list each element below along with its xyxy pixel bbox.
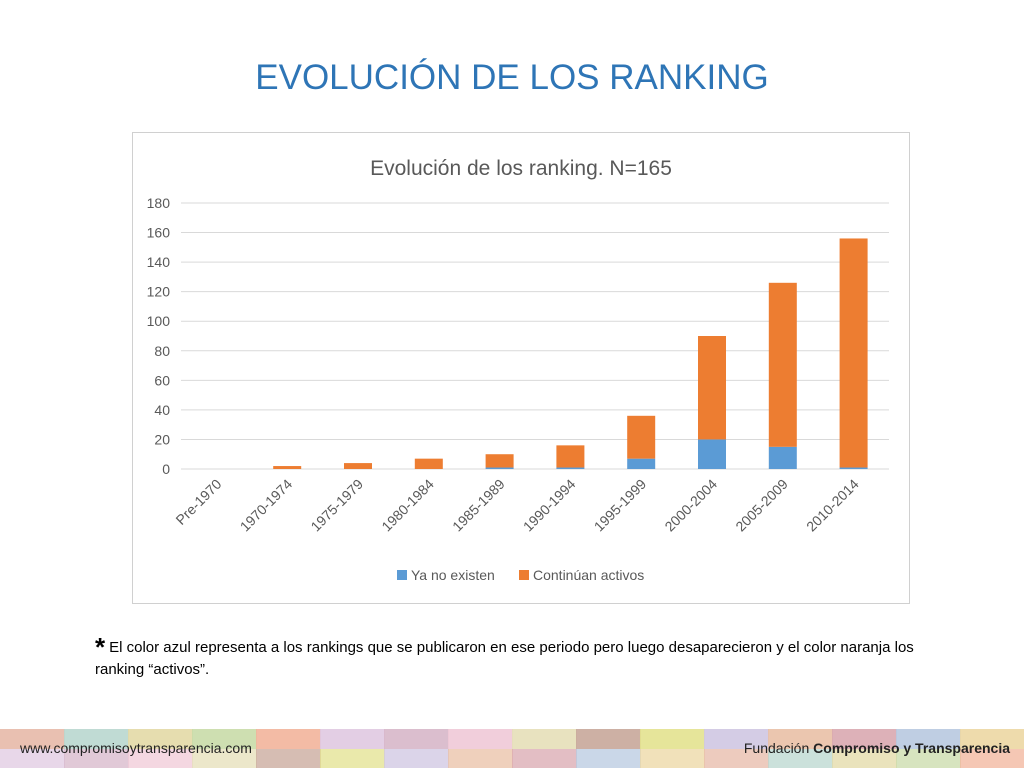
bar-continuan-activos xyxy=(485,454,514,468)
x-tick-label: Pre-1970 xyxy=(172,476,224,528)
footer-color-tile xyxy=(832,729,897,749)
footer-url: www.compromisoytransparencia.com xyxy=(20,740,252,756)
bar-ya-no-existen xyxy=(698,439,726,469)
bar-ya-no-existen xyxy=(556,467,585,469)
footer-color-tile xyxy=(768,729,833,749)
footer-color-tile xyxy=(640,729,705,749)
bar-ya-no-existen xyxy=(768,446,797,469)
footer-color-tile xyxy=(384,749,449,768)
bar-continuan-activos xyxy=(839,238,868,468)
y-tick-label: 40 xyxy=(154,402,170,418)
chart-title: Evolución de los ranking. N=165 xyxy=(370,157,672,180)
y-tick-label: 100 xyxy=(147,313,171,329)
x-tick-label: 1995-1999 xyxy=(591,476,650,535)
footer-color-tile xyxy=(640,749,705,768)
footer-organization: Fundación Compromiso y Transparencia xyxy=(744,740,1010,756)
footer-color-tile xyxy=(64,749,129,768)
x-tick-label: 2005-2009 xyxy=(732,476,791,535)
legend-swatch xyxy=(519,570,529,580)
y-tick-label: 0 xyxy=(162,461,170,477)
legend-label: Ya no existen xyxy=(411,567,495,583)
footer-color-tile xyxy=(192,729,257,749)
footer-color-strip xyxy=(0,729,1024,768)
footer-color-tile xyxy=(192,749,257,768)
chart-container: Evolución de los ranking. N=165 0 20 40 60 80… xyxy=(132,132,910,604)
footer-color-tile xyxy=(704,749,769,768)
footer-color-tile xyxy=(768,749,833,768)
x-tick-label: 1985-1989 xyxy=(449,476,508,535)
footer-color-tile xyxy=(512,729,577,749)
footer-color-tile xyxy=(704,729,769,749)
bar-continuan-activos xyxy=(414,458,443,469)
footer-color-tile xyxy=(384,729,449,749)
y-tick-label: 80 xyxy=(154,343,170,359)
footer-color-tile xyxy=(320,729,385,749)
bar-ya-no-existen xyxy=(627,458,656,469)
footer-color-tile xyxy=(832,749,897,768)
y-tick-label: 160 xyxy=(147,225,171,241)
legend-swatch xyxy=(397,570,407,580)
bar-continuan-activos xyxy=(556,445,585,468)
footnote-marker: * xyxy=(95,632,106,662)
x-tick-label: 1980-1984 xyxy=(378,476,437,535)
y-tick-label: 180 xyxy=(147,195,171,211)
x-tick-label: 1970-1974 xyxy=(237,476,296,535)
x-tick-label: 2000-2004 xyxy=(661,476,720,535)
footer-color-tile xyxy=(256,729,321,749)
footer-color-tile xyxy=(896,749,961,768)
x-tick-label: 1975-1979 xyxy=(307,476,366,535)
y-tick-label: 60 xyxy=(154,372,170,388)
footer-color-tile xyxy=(960,729,1024,749)
x-tick-label: 2010-2014 xyxy=(803,476,862,535)
footer-color-tile xyxy=(512,749,577,768)
bar-continuan-activos xyxy=(768,282,797,447)
footer-org-prefix: Fundación xyxy=(743,740,814,756)
footnote-text: El color azul representa a los rankings … xyxy=(95,639,914,678)
y-tick-label: 120 xyxy=(147,284,171,300)
bar-continuan-activos xyxy=(273,466,302,469)
x-tick-label: 1990-1994 xyxy=(520,476,579,535)
footer-color-tile xyxy=(896,729,961,749)
footnote: * El color azul representa a los rankings… xyxy=(95,634,955,681)
bar-continuan-activos xyxy=(698,336,726,440)
footer-color-tile xyxy=(0,749,65,768)
footer-color-tile xyxy=(256,749,321,768)
footer-color-tile xyxy=(128,749,193,768)
footer-color-tile xyxy=(128,729,193,749)
footer-color-tile xyxy=(0,729,65,749)
legend-label: Continúan activos xyxy=(533,567,644,583)
footer-color-tile xyxy=(576,749,641,768)
footer-color-tile xyxy=(576,729,641,749)
footer-color-tile xyxy=(960,749,1024,768)
y-tick-label: 140 xyxy=(147,254,171,270)
bar-ya-no-existen xyxy=(839,467,868,469)
y-tick-label: 20 xyxy=(154,431,170,447)
bar-continuan-activos xyxy=(627,415,656,459)
footer-org-name: Compromiso y Transparencia xyxy=(813,740,1010,756)
stacked-bar-chart: Evolución de los ranking. N=165 0 20 40 60 80… xyxy=(147,157,889,583)
footer-color-tile xyxy=(448,729,513,749)
footer-color-tile xyxy=(64,729,129,749)
bar-ya-no-existen xyxy=(485,467,514,469)
slide-title: EVOLUCIÓN DE LOS RANKING xyxy=(255,58,769,97)
footer-color-tile xyxy=(320,749,385,768)
footer-color-tile xyxy=(448,749,513,768)
bar-continuan-activos xyxy=(344,463,372,469)
